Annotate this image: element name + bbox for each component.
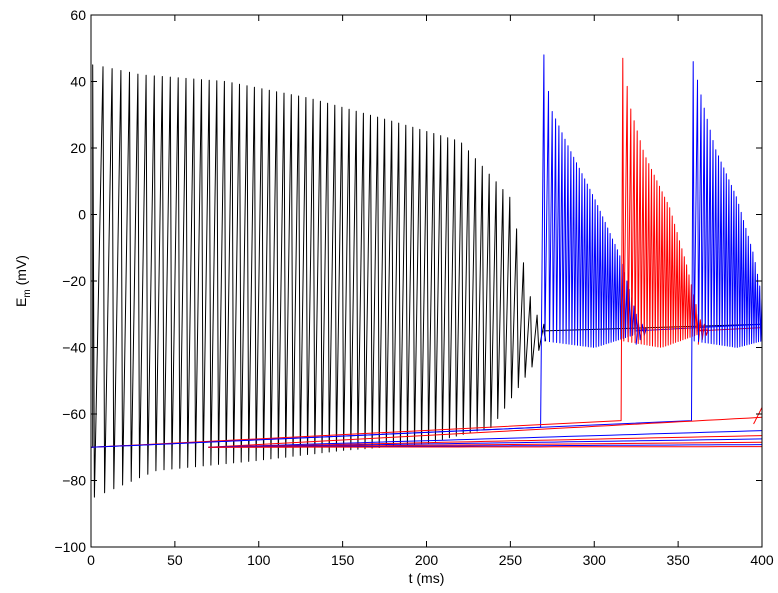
series-blue-trace-5	[208, 430, 763, 448]
y-tick-label: 40	[70, 74, 86, 90]
series-blue-trace-7	[208, 438, 763, 448]
series-red-trace-4	[208, 416, 763, 448]
series-red-trace-10	[208, 446, 762, 448]
x-tick-label: 50	[167, 552, 183, 568]
y-axis-label: Em (mV)	[13, 255, 33, 307]
x-axis-label: t (ms)	[409, 570, 445, 586]
x-tick-label: 200	[415, 552, 439, 568]
traces-layer	[90, 54, 763, 498]
y-tick-label: 20	[70, 140, 86, 156]
x-tick-label: 100	[247, 552, 271, 568]
y-tick-label: −20	[62, 273, 86, 289]
y-tick-label: −100	[54, 539, 86, 555]
y-tick-label: −40	[62, 340, 86, 356]
y-tick-label: −60	[62, 406, 86, 422]
y-tick-label: 60	[70, 7, 86, 23]
series-black-trace-0	[91, 64, 763, 498]
series-red-trace-6	[208, 435, 763, 448]
series-red-trace-11	[753, 407, 763, 425]
series-red-trace-2	[90, 57, 763, 448]
x-tick-label: 300	[583, 552, 607, 568]
x-tick-label: 150	[331, 552, 355, 568]
x-tick-label: 0	[87, 552, 95, 568]
x-tick-label: 400	[750, 552, 774, 568]
x-tick-label: 250	[499, 552, 523, 568]
x-tick-label: 350	[666, 552, 690, 568]
y-axis-label-subscript: m	[22, 289, 33, 297]
y-tick-label: 0	[78, 207, 86, 223]
series-blue-trace-3	[90, 61, 763, 448]
y-axis-label-main: E	[13, 298, 29, 307]
y-axis-label-unit: (mV)	[13, 255, 29, 289]
y-tick-label: −80	[62, 473, 86, 489]
ticks-layer: 0 50 100 150 200 250 300 350 400−100−80−60−40−20…	[54, 7, 773, 568]
